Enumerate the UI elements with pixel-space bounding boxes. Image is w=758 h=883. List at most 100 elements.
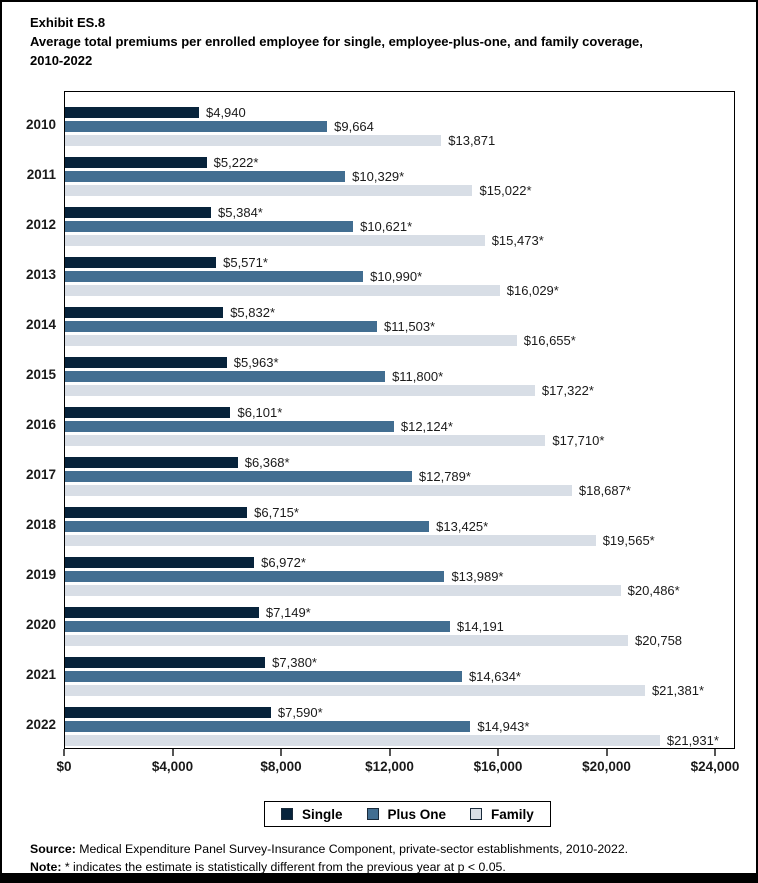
x-tick bbox=[497, 749, 499, 756]
source-line: Source: Medical Expenditure Panel Survey… bbox=[30, 840, 740, 858]
bar-family-2011 bbox=[65, 185, 473, 196]
bar-value-label: $13,989* bbox=[451, 568, 504, 584]
x-tick-label: $4,000 bbox=[151, 759, 194, 774]
source-label: Source: bbox=[30, 842, 76, 856]
year-label-2011: 2011 bbox=[26, 167, 56, 182]
x-tick-label: $12,000 bbox=[365, 759, 414, 774]
note-text: * indicates the estimate is statisticall… bbox=[61, 860, 506, 875]
bar-value-label: $10,990* bbox=[370, 268, 423, 284]
bar-plus-one-2018 bbox=[65, 521, 430, 532]
bar-value-label: $5,571* bbox=[223, 254, 268, 270]
bar-value-label: $14,943* bbox=[477, 718, 530, 734]
year-label-2017: 2017 bbox=[25, 467, 56, 482]
x-tick bbox=[171, 749, 174, 756]
year-label-2021: 2021 bbox=[25, 667, 56, 682]
bar-value-label: $21,931* bbox=[666, 732, 719, 748]
bar-value-label: $18,687* bbox=[578, 482, 631, 498]
legend-label: Single bbox=[302, 806, 343, 822]
year-label-2015: 2015 bbox=[25, 367, 56, 382]
year-label-2018: 2018 bbox=[25, 517, 56, 532]
x-tick bbox=[388, 749, 391, 756]
bar-value-label: $16,029* bbox=[506, 282, 559, 298]
x-tick bbox=[280, 749, 282, 756]
legend-item-single: Single bbox=[281, 807, 343, 822]
bar-family-2012 bbox=[65, 235, 485, 246]
bar-value-label: $13,871 bbox=[448, 132, 496, 148]
bar-value-label: $10,329* bbox=[352, 168, 405, 184]
legend-label: Plus One bbox=[387, 806, 447, 822]
bar-value-label: $12,124* bbox=[400, 418, 453, 434]
bar-family-2014 bbox=[65, 335, 517, 346]
bar-plus-one-2011 bbox=[65, 171, 346, 182]
bar-value-label: $14,191 bbox=[456, 618, 504, 634]
bar-value-label: $11,800* bbox=[392, 368, 444, 384]
bar-plus-one-2019 bbox=[65, 571, 445, 582]
note-line: Note: * indicates the estimate is statis… bbox=[30, 858, 740, 876]
bar-family-2017 bbox=[65, 485, 572, 496]
x-tick-label: $20,000 bbox=[582, 759, 631, 774]
bar-value-label: $13,425* bbox=[436, 518, 489, 534]
plot-area: $4,940 $9,664 $13,871 $5,222* $10,329* $15,02… bbox=[64, 91, 735, 749]
bar-value-label: $17,710* bbox=[552, 432, 605, 448]
bar-value-label: $15,022* bbox=[479, 182, 532, 198]
bar-family-2013 bbox=[65, 285, 500, 296]
chart-title: Average total premiums per enrolled empl… bbox=[30, 33, 643, 68]
bar-value-label: $7,590* bbox=[277, 704, 323, 720]
bar-single-2021 bbox=[65, 657, 266, 668]
year-label-2022: 2022 bbox=[25, 717, 56, 732]
legend: Single Plus One Family bbox=[264, 801, 551, 827]
bottom-strip bbox=[2, 873, 756, 881]
bar-value-label: $20,486* bbox=[627, 582, 680, 598]
bar-plus-one-2016 bbox=[65, 421, 394, 432]
bar-value-label: $5,832* bbox=[230, 304, 276, 320]
bar-plus-one-2015 bbox=[65, 371, 386, 382]
legend-swatch-icon bbox=[470, 808, 483, 820]
bar-single-2018 bbox=[65, 507, 248, 518]
legend-swatch-icon bbox=[366, 808, 379, 820]
year-label-2019: 2019 bbox=[25, 567, 56, 582]
exhibit-number: Exhibit ES.8 bbox=[30, 15, 106, 30]
bar-plus-one-2021 bbox=[65, 671, 462, 682]
bar-family-2018 bbox=[65, 535, 596, 546]
bar-single-2014 bbox=[65, 307, 224, 318]
bar-plus-one-2010 bbox=[65, 121, 328, 132]
bar-plus-one-2013 bbox=[65, 271, 364, 282]
bar-value-label: $5,963* bbox=[233, 354, 279, 370]
bar-family-2016 bbox=[65, 435, 546, 446]
bar-value-label: $7,149* bbox=[265, 604, 311, 620]
bar-single-2019 bbox=[65, 557, 255, 568]
bar-value-label: $17,322* bbox=[541, 382, 594, 398]
x-tick-label: $24,000 bbox=[690, 759, 740, 774]
bar-family-2021 bbox=[65, 685, 645, 696]
bar-value-label: $6,101* bbox=[237, 404, 283, 420]
bar-value-label: $6,368* bbox=[244, 454, 290, 470]
year-label-2012: 2012 bbox=[25, 217, 56, 232]
bar-value-label: $5,384* bbox=[218, 204, 263, 220]
title-block: Exhibit ES.8 Average total premiums per … bbox=[30, 14, 690, 71]
bar-family-2015 bbox=[65, 385, 535, 396]
year-label-2010: 2010 bbox=[25, 117, 56, 132]
bar-value-label: $5,222* bbox=[213, 154, 259, 170]
bar-single-2012 bbox=[65, 207, 212, 218]
bar-plus-one-2022 bbox=[65, 721, 471, 732]
legend-swatch-icon bbox=[281, 808, 293, 820]
bar-plus-one-2017 bbox=[65, 471, 412, 482]
bar-single-2013 bbox=[65, 257, 217, 268]
bar-value-label: $6,972* bbox=[261, 554, 306, 570]
bar-value-label: $10,621* bbox=[360, 218, 413, 234]
x-tick-label: $16,000 bbox=[473, 759, 523, 774]
bar-family-2020 bbox=[65, 635, 629, 646]
bar-value-label: $4,940 bbox=[205, 104, 246, 120]
bar-value-label: $11,503* bbox=[384, 318, 436, 334]
bar-single-2020 bbox=[65, 607, 259, 618]
bar-value-label: $15,473* bbox=[491, 232, 544, 248]
legend-label: Family bbox=[491, 806, 534, 822]
bar-single-2017 bbox=[65, 457, 238, 468]
bar-value-label: $16,655* bbox=[523, 332, 576, 348]
bar-value-label: $14,634* bbox=[468, 668, 521, 684]
legend-item-family: Family bbox=[470, 807, 534, 822]
bar-single-2016 bbox=[65, 407, 231, 418]
year-label-2013: 2013 bbox=[25, 267, 56, 282]
bar-value-label: $19,565* bbox=[602, 532, 655, 548]
footer: Source: Medical Expenditure Panel Survey… bbox=[30, 840, 740, 877]
